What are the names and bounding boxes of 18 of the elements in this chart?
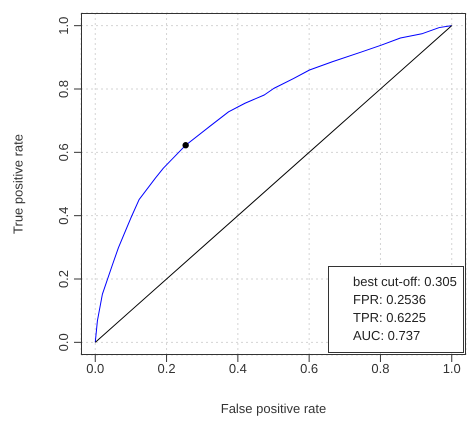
annotation: best cut-off: 0.305 (353, 273, 458, 291)
annotation: FPR: 0.2536 (353, 291, 427, 309)
x-tick-label: 0.4 (228, 361, 247, 376)
x-axis-title: False positive rate (220, 401, 326, 416)
annotation: AUC: 0.737 (353, 327, 422, 345)
x-tick-label: 0.6 (300, 361, 318, 376)
y-axis-title: True positive rate (10, 134, 26, 234)
annotation: TPR: 0.6225 (353, 309, 427, 327)
x-tick-label: 0.8 (371, 361, 390, 376)
y-tick-label: 0.8 (56, 80, 71, 98)
y-tick-label: 0.0 (56, 333, 71, 352)
x-tick-label: 0.2 (158, 361, 176, 376)
y-tick-label: 1.0 (56, 16, 71, 35)
y-tick-label: 0.2 (56, 270, 71, 288)
x-tick-label: 1.0 (442, 361, 461, 376)
y-tick-label: 0.4 (56, 206, 71, 225)
y-tick-label: 0.6 (56, 143, 71, 162)
x-tick-label: 0.0 (86, 361, 104, 376)
